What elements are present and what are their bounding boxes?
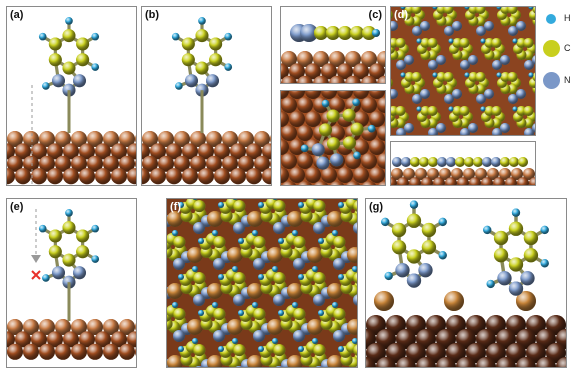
copper-atom — [566, 315, 567, 335]
panel-g-illustration — [366, 200, 567, 367]
panel-b-label: (b) — [145, 9, 160, 21]
displacement-cross-icon — [31, 270, 41, 280]
panel-d-side-illustration — [391, 157, 536, 185]
panel-a-label: (a) — [10, 9, 24, 21]
panel-d-label: (d) — [394, 9, 409, 21]
panel-d-top-illustration — [391, 7, 535, 135]
element-legend: H C N — [540, 6, 571, 96]
nitrogen-swatch-icon — [543, 72, 560, 89]
panel-c-side: (c) — [280, 6, 386, 84]
panel-a: (a) — [6, 6, 137, 186]
copper-atom — [566, 343, 567, 363]
panel-c-top — [280, 90, 386, 186]
legend-label: H — [564, 13, 571, 23]
panel-d-side — [390, 141, 536, 186]
panel-a-illustration — [7, 17, 136, 185]
legend-item-n: N — [542, 72, 571, 92]
copper-atom — [385, 63, 386, 79]
panel-g-label: (g) — [369, 201, 384, 213]
legend-item-h: H — [542, 10, 571, 30]
panel-c-side-illustration — [281, 24, 386, 83]
copper-atom — [385, 167, 386, 183]
panel-b: (b) — [141, 6, 272, 186]
panel-e-label: (e) — [10, 201, 24, 213]
legend-label: C — [564, 43, 571, 53]
panel-d-top: (d) — [390, 6, 536, 136]
panel-e-illustration — [7, 209, 136, 360]
copper-atom — [385, 111, 386, 127]
legend-label: N — [564, 75, 571, 85]
carbon-swatch-icon — [543, 40, 560, 57]
panel-f-label: (f) — [170, 201, 181, 213]
copper-atom — [385, 91, 386, 99]
panel-f-illustration — [167, 199, 357, 367]
panel-f: (f) — [166, 198, 358, 368]
hydrogen-swatch-icon — [546, 14, 556, 24]
copper-atom — [535, 168, 536, 180]
legend-item-c: C — [542, 40, 571, 60]
panel-b-illustration — [142, 17, 271, 185]
panel-g: (g) — [365, 198, 567, 368]
copper-atom — [385, 139, 386, 155]
panel-c-top-illustration — [281, 91, 386, 185]
panel-e: (e) — [6, 198, 137, 368]
panel-c-label: (c) — [368, 9, 382, 21]
